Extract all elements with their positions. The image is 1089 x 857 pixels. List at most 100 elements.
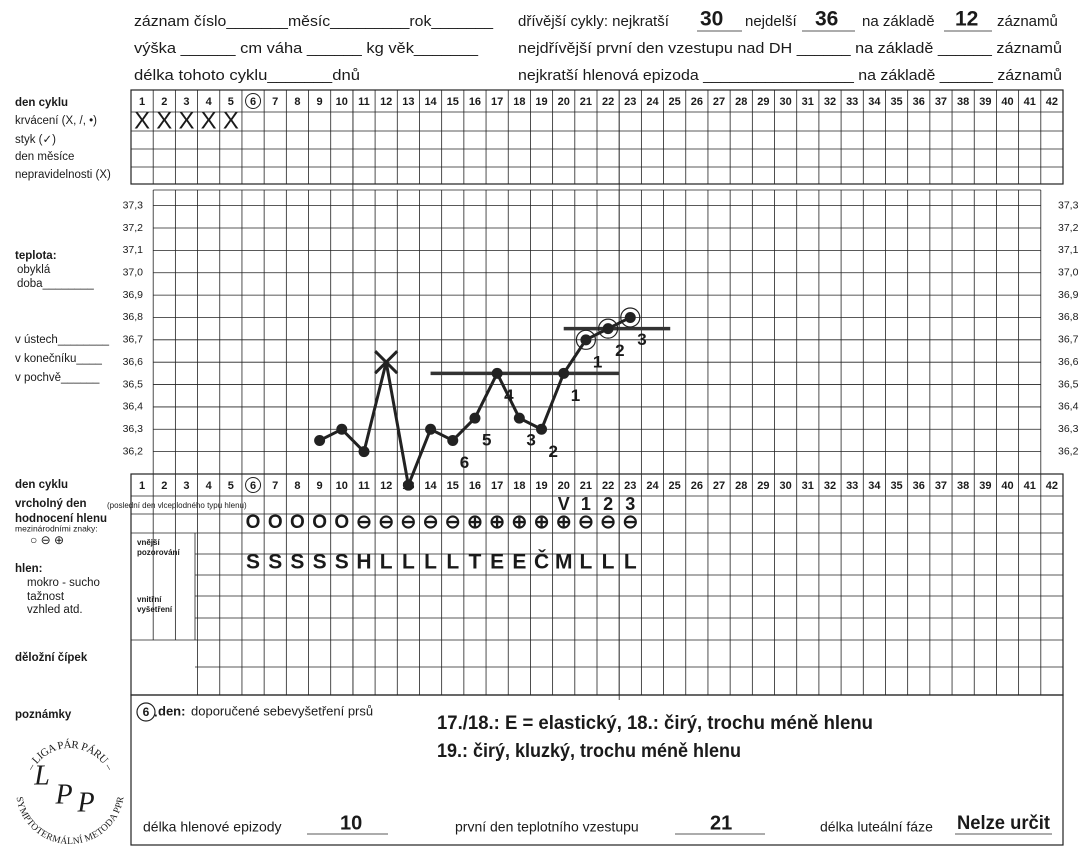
day-number: 22 (602, 96, 614, 108)
mucus-letter: E (512, 551, 526, 574)
mucus-letter: S (335, 551, 349, 574)
mucus-symbol: ⊕ (534, 512, 550, 533)
y-tick-label: 37,1 (123, 244, 144, 256)
point-ring (620, 307, 641, 328)
row-label: v konečníku____ (15, 353, 103, 365)
mucus-letter: L (424, 551, 437, 574)
y-tick-label: 36,8 (123, 311, 144, 323)
temperature-point (314, 434, 326, 446)
y-tick-label: 36,7 (1058, 334, 1079, 346)
label: výška ______ cm váha ______ kg věk______… (134, 40, 479, 57)
day-number: 6 (250, 96, 256, 108)
day-number: 5 (228, 480, 234, 492)
row-label: mokro - sucho (27, 577, 100, 589)
mucus-symbol: O (268, 512, 283, 533)
day-number: 31 (802, 96, 814, 108)
temperature-point (402, 479, 414, 491)
mucus-letter: L (380, 551, 393, 574)
mucus-symbol: ⊖ (356, 512, 372, 533)
day-number: 18 (513, 480, 525, 492)
day-number: 42 (1046, 96, 1058, 108)
notes-den: den: (158, 703, 185, 718)
day-number: 11 (358, 96, 370, 108)
day-number: 20 (558, 96, 570, 108)
label: nejdelší (745, 13, 798, 30)
y-tick-label: 36,6 (1058, 356, 1079, 368)
mucus-letter: S (268, 551, 282, 574)
mucus-symbol: O (312, 512, 327, 533)
day-number: 2 (161, 96, 167, 108)
day-number: 28 (735, 96, 747, 108)
mucus-symbol: O (290, 512, 305, 533)
day-number: 17 (491, 96, 503, 108)
y-tick-label: 36,9 (1058, 289, 1079, 301)
day-number: 38 (957, 480, 969, 492)
point-label: 4 (504, 386, 514, 405)
row-label: styk (✓) (15, 134, 56, 146)
mucus-letter: S (313, 551, 327, 574)
notes-day: 6 (143, 705, 150, 719)
day-number: 30 (779, 96, 791, 108)
day-number: 18 (513, 96, 525, 108)
bleeding-mark: X (178, 107, 194, 134)
mucus-symbol: ⊕ (489, 512, 505, 533)
mucus-letter: S (290, 551, 304, 574)
day-number: 5 (228, 96, 234, 108)
hand-value: 30 (700, 8, 723, 31)
row-label: obyklá (17, 264, 51, 276)
day-number: 35 (890, 480, 902, 492)
y-tick-label: 37,2 (123, 222, 144, 234)
day-number: 23 (624, 96, 636, 108)
temperature-point (558, 367, 570, 379)
mucus-symbol: ⊖ (622, 512, 638, 533)
day-number: 34 (868, 96, 881, 108)
label: délka tohoto cyklu_______dnů (134, 67, 360, 84)
y-tick-label: 37,0 (1058, 267, 1079, 279)
notes-dot: . (154, 704, 158, 719)
day-number: 28 (735, 480, 747, 492)
row-label: hodnocení hlenu (15, 513, 107, 525)
bleeding-mark: X (134, 107, 150, 134)
temperature-point (358, 446, 370, 458)
temperature-point (491, 367, 503, 379)
temperature-point (336, 423, 348, 435)
day-number: 32 (824, 480, 836, 492)
label: nejkratší hlenová epizoda ______________… (518, 67, 1062, 84)
day-number: 19 (535, 96, 547, 108)
day-number: 10 (336, 480, 348, 492)
y-tick-label: 36,2 (1058, 445, 1079, 457)
day-number: 34 (868, 480, 881, 492)
temperature-point (580, 334, 592, 346)
y-tick-label: 36,5 (123, 378, 144, 390)
y-tick-label: 36,8 (1058, 311, 1079, 323)
y-tick-label: 37,2 (1058, 222, 1079, 234)
hand-value: 12 (955, 8, 978, 31)
point-label: 3 (637, 330, 646, 349)
point-label: 1 (571, 386, 580, 405)
day-number: 36 (913, 96, 925, 108)
mucus-letter: E (490, 551, 504, 574)
day-number: 39 (979, 480, 991, 492)
y-tick-label: 37,3 (123, 199, 144, 211)
footer-value: 21 (710, 812, 732, 834)
mucus-symbol: ⊖ (445, 512, 461, 533)
row-label: vrcholný den (15, 498, 87, 510)
y-tick-label: 36,2 (123, 445, 144, 457)
day-number: 26 (691, 480, 703, 492)
y-tick-label: 36,7 (123, 334, 144, 346)
point-ring (597, 318, 619, 339)
day-number: 13 (402, 96, 414, 108)
day-number: 40 (1001, 480, 1013, 492)
day-number: 30 (779, 480, 791, 492)
day-number: 4 (206, 480, 213, 492)
hand-note: 19.: čirý, kluzký, trochu méně hlenu (437, 741, 741, 762)
point-ring (575, 329, 597, 350)
label: záznamů (997, 13, 1058, 30)
day-number: 8 (294, 480, 300, 492)
row-label: doba________ (17, 278, 94, 290)
row-label: krvácení (X, /, •) (15, 115, 97, 127)
day-number: 25 (669, 480, 681, 492)
temperature-point (447, 434, 459, 446)
row-label: děložní čípek (15, 652, 88, 664)
